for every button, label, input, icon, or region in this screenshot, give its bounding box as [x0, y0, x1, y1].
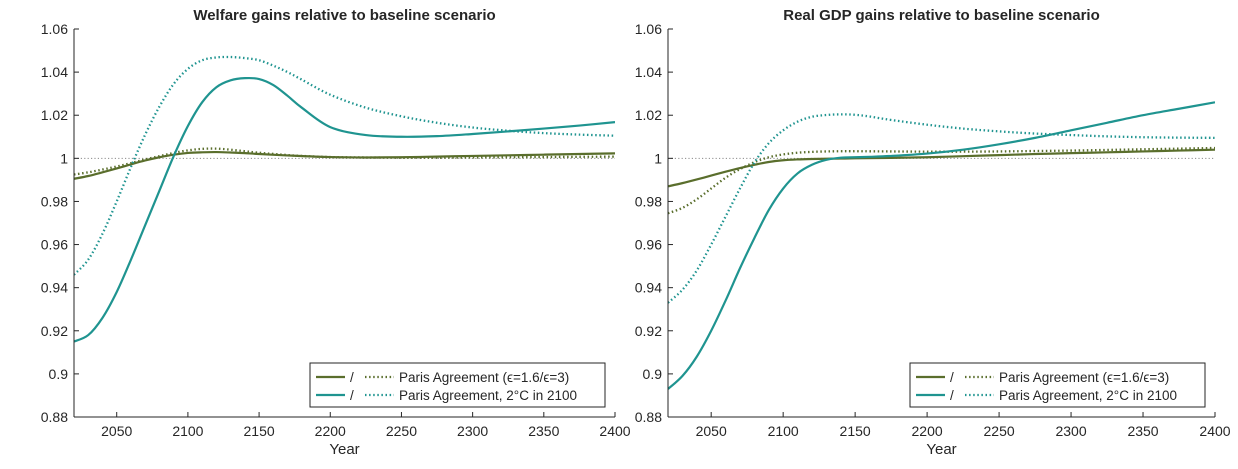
y-tick-label: 0.94	[635, 280, 662, 296]
series-line-4	[74, 55, 615, 276]
chart-panel-2: 0.88 0.9 0.92 0.94 0.96 0.98 1 1.02 1.04 1.06 2050…	[635, 7, 1231, 458]
legend-label-solid: /	[950, 388, 954, 403]
legend-label-dotted: Paris Agreement, 2°C in 2100	[999, 388, 1177, 403]
x-tick-label: 2150	[244, 423, 275, 439]
legend: / Paris Agreement (ϵ=1.6/ϵ=3) / Paris Agree…	[309, 362, 606, 408]
y-tick-label: 1.06	[635, 21, 662, 37]
y-tick-label: 0.92	[635, 323, 662, 339]
series-line-2	[668, 146, 1215, 215]
y-tick-label: 0.88	[635, 409, 662, 425]
legend-label-dotted: Paris Agreement (ϵ=1.6/ϵ=3)	[399, 370, 569, 385]
legend-label-solid: /	[350, 370, 354, 385]
y-tick-label: 0.88	[41, 409, 68, 425]
y-tick-label: 0.96	[635, 237, 662, 253]
series-line-3	[668, 101, 1215, 390]
x-tick-label: 2100	[768, 423, 799, 439]
chart-title: Welfare gains relative to baseline scena…	[193, 7, 495, 24]
x-tick-label: 2200	[315, 423, 346, 439]
y-tick-label: 0.96	[41, 237, 68, 253]
x-tick-label: 2350	[528, 423, 559, 439]
x-tick-label: 2250	[386, 423, 417, 439]
x-tick-label: 2300	[457, 423, 488, 439]
legend-label-dotted: Paris Agreement, 2°C in 2100	[399, 388, 577, 403]
legend: / Paris Agreement (ϵ=1.6/ϵ=3) / Paris Agree…	[909, 362, 1206, 408]
legend-label-solid: /	[350, 388, 354, 403]
series-line-3	[74, 76, 615, 343]
x-axis-label: Year	[329, 441, 359, 458]
y-tick-label: 1	[654, 150, 662, 166]
legend-label-solid: /	[950, 370, 954, 385]
series-line-1	[74, 150, 615, 180]
y-tick-label: 0.98	[635, 193, 662, 209]
legend-label-dotted: Paris Agreement (ϵ=1.6/ϵ=3)	[999, 370, 1169, 385]
plot-area	[74, 29, 615, 417]
x-tick-label: 2400	[1199, 423, 1230, 439]
y-tick-label: 1	[60, 150, 68, 166]
x-tick-label: 2300	[1055, 423, 1086, 439]
y-tick-label: 1.04	[635, 64, 662, 80]
y-tick-label: 0.9	[49, 366, 69, 382]
y-tick-label: 1.06	[41, 21, 68, 37]
x-tick-label: 2100	[172, 423, 203, 439]
x-tick-label: 2050	[101, 423, 132, 439]
x-tick-label: 2150	[840, 423, 871, 439]
series-group	[668, 101, 1215, 390]
chart-panel-1: 0.88 0.9 0.92 0.94 0.96 0.98 1 1.02 1.04 1.06 2050…	[41, 7, 631, 458]
x-tick-label: 2200	[912, 423, 943, 439]
legend-box	[909, 362, 1206, 408]
x-tick-label: 2050	[696, 423, 727, 439]
legend-box	[309, 362, 606, 408]
plot-area	[668, 29, 1215, 417]
y-tick-label: 0.98	[41, 193, 68, 209]
y-tick-label: 1.04	[41, 64, 68, 80]
x-tick-label: 2350	[1127, 423, 1158, 439]
y-tick-label: 1.02	[635, 107, 662, 123]
y-tick-label: 1.02	[41, 107, 68, 123]
y-tick-label: 0.92	[41, 323, 68, 339]
x-tick-label: 2400	[599, 423, 630, 439]
x-axis-label: Year	[926, 441, 956, 458]
chart-title: Real GDP gains relative to baseline scen…	[783, 7, 1100, 24]
y-tick-label: 0.94	[41, 280, 68, 296]
series-group	[74, 55, 615, 343]
x-tick-label: 2250	[984, 423, 1015, 439]
y-tick-label: 0.9	[643, 366, 663, 382]
